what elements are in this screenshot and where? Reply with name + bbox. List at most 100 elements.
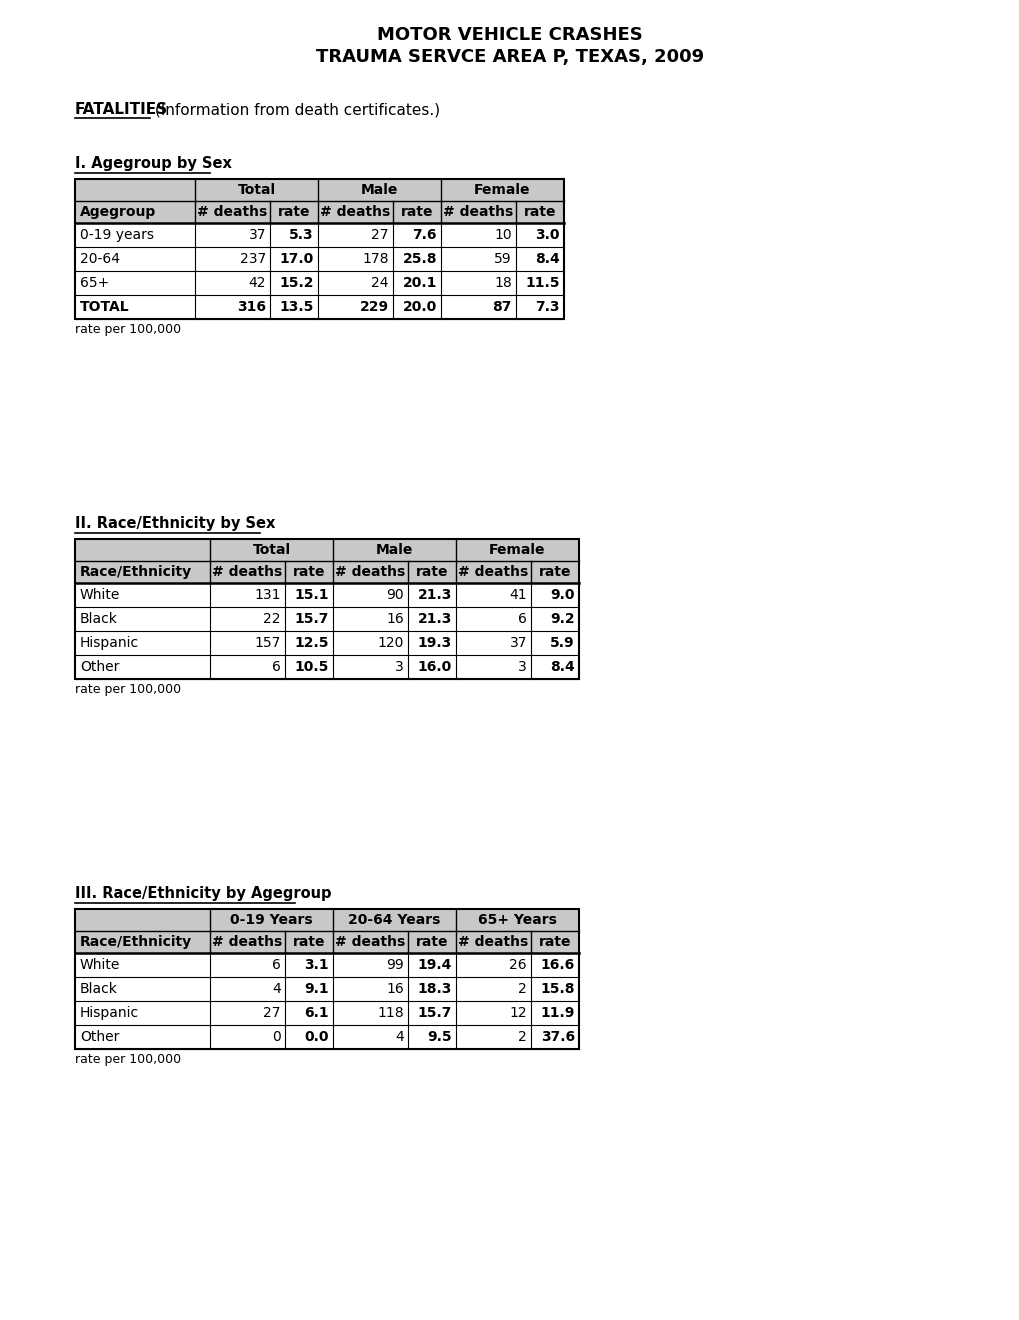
- Text: 22: 22: [263, 612, 280, 626]
- Text: 25.8: 25.8: [403, 252, 436, 267]
- Text: 11.5: 11.5: [525, 276, 559, 290]
- Bar: [75, 539, 579, 561]
- Text: Black: Black: [79, 982, 118, 997]
- Text: 3.1: 3.1: [304, 958, 329, 972]
- Text: Black: Black: [79, 612, 118, 626]
- Text: 157: 157: [255, 636, 280, 649]
- Text: 178: 178: [362, 252, 388, 267]
- Text: 0-19 Years: 0-19 Years: [230, 913, 313, 927]
- Text: rate per 100,000: rate per 100,000: [75, 682, 181, 696]
- Text: Other: Other: [79, 660, 119, 675]
- Text: TRAUMA SERVCE AREA P, TEXAS, 2009: TRAUMA SERVCE AREA P, TEXAS, 2009: [316, 48, 703, 66]
- Text: rate per 100,000: rate per 100,000: [75, 323, 181, 337]
- Bar: [75, 201, 564, 223]
- Bar: [75, 180, 564, 201]
- Text: 5.3: 5.3: [289, 228, 314, 242]
- Text: 19.3: 19.3: [418, 636, 451, 649]
- Text: 4: 4: [395, 1030, 404, 1044]
- Text: Hispanic: Hispanic: [79, 636, 139, 649]
- Text: 12: 12: [508, 1006, 527, 1020]
- Text: rate: rate: [416, 935, 447, 949]
- Text: rate: rate: [292, 935, 325, 949]
- Text: FATALITIES: FATALITIES: [75, 103, 168, 117]
- Bar: [75, 561, 579, 583]
- Text: Race/Ethnicity: Race/Ethnicity: [79, 565, 192, 579]
- Text: 10.5: 10.5: [294, 660, 329, 675]
- Text: rate: rate: [538, 565, 571, 579]
- Text: 7.6: 7.6: [412, 228, 436, 242]
- Text: 37: 37: [249, 228, 266, 242]
- Text: Male: Male: [361, 183, 397, 197]
- Text: 26: 26: [508, 958, 527, 972]
- Text: 237: 237: [239, 252, 266, 267]
- Text: rate per 100,000: rate per 100,000: [75, 1053, 181, 1067]
- Text: 16.6: 16.6: [540, 958, 575, 972]
- Text: 65+: 65+: [79, 276, 109, 290]
- Text: 20.0: 20.0: [403, 300, 436, 314]
- Text: Total: Total: [252, 543, 290, 557]
- Text: 5.9: 5.9: [550, 636, 575, 649]
- Text: 131: 131: [255, 587, 280, 602]
- Text: 16: 16: [386, 612, 404, 626]
- Text: 20.1: 20.1: [403, 276, 436, 290]
- Text: (Information from death certificates.): (Information from death certificates.): [150, 103, 439, 117]
- Text: rate: rate: [277, 205, 310, 219]
- Text: 6: 6: [272, 660, 280, 675]
- Text: # deaths: # deaths: [335, 565, 406, 579]
- Text: III. Race/Ethnicity by Agegroup: III. Race/Ethnicity by Agegroup: [75, 886, 331, 902]
- Text: Agegroup: Agegroup: [79, 205, 156, 219]
- Text: TOTAL: TOTAL: [79, 300, 129, 314]
- Text: 2: 2: [518, 982, 527, 997]
- Text: 16.0: 16.0: [418, 660, 451, 675]
- Text: 12.5: 12.5: [294, 636, 329, 649]
- Text: 120: 120: [377, 636, 404, 649]
- Text: 8.4: 8.4: [535, 252, 559, 267]
- Text: 4: 4: [272, 982, 280, 997]
- Text: 9.0: 9.0: [550, 587, 575, 602]
- Text: Female: Female: [474, 183, 530, 197]
- Text: 87: 87: [492, 300, 512, 314]
- Text: # deaths: # deaths: [320, 205, 390, 219]
- Text: 0.0: 0.0: [305, 1030, 329, 1044]
- Text: 19.4: 19.4: [417, 958, 451, 972]
- Bar: [75, 909, 579, 931]
- Text: 20-64: 20-64: [79, 252, 120, 267]
- Text: 16: 16: [386, 982, 404, 997]
- Text: rate: rate: [400, 205, 433, 219]
- Text: 6: 6: [272, 958, 280, 972]
- Text: 6: 6: [518, 612, 527, 626]
- Text: 90: 90: [386, 587, 404, 602]
- Text: 3: 3: [395, 660, 404, 675]
- Text: 8.4: 8.4: [549, 660, 575, 675]
- Text: Male: Male: [375, 543, 413, 557]
- Bar: [75, 909, 579, 1049]
- Text: 24: 24: [371, 276, 388, 290]
- Text: 21.3: 21.3: [417, 587, 451, 602]
- Text: 27: 27: [371, 228, 388, 242]
- Text: 27: 27: [263, 1006, 280, 1020]
- Text: 99: 99: [386, 958, 404, 972]
- Text: 15.7: 15.7: [417, 1006, 451, 1020]
- Text: II. Race/Ethnicity by Sex: II. Race/Ethnicity by Sex: [75, 516, 275, 531]
- Text: rate: rate: [538, 935, 571, 949]
- Text: White: White: [79, 587, 120, 602]
- Bar: [75, 931, 579, 953]
- Text: 0: 0: [272, 1030, 280, 1044]
- Text: 15.2: 15.2: [279, 276, 314, 290]
- Text: 37: 37: [510, 636, 527, 649]
- Text: rate: rate: [523, 205, 555, 219]
- Text: 37.6: 37.6: [540, 1030, 575, 1044]
- Text: 9.1: 9.1: [304, 982, 329, 997]
- Text: # deaths: # deaths: [335, 935, 406, 949]
- Text: 17.0: 17.0: [279, 252, 314, 267]
- Text: # deaths: # deaths: [443, 205, 514, 219]
- Text: 18: 18: [494, 276, 512, 290]
- Text: 15.8: 15.8: [540, 982, 575, 997]
- Text: 0-19 years: 0-19 years: [79, 228, 154, 242]
- Text: 13.5: 13.5: [279, 300, 314, 314]
- Text: Race/Ethnicity: Race/Ethnicity: [79, 935, 192, 949]
- Text: 3.0: 3.0: [535, 228, 559, 242]
- Text: rate: rate: [292, 565, 325, 579]
- Text: 10: 10: [494, 228, 512, 242]
- Text: 9.2: 9.2: [550, 612, 575, 626]
